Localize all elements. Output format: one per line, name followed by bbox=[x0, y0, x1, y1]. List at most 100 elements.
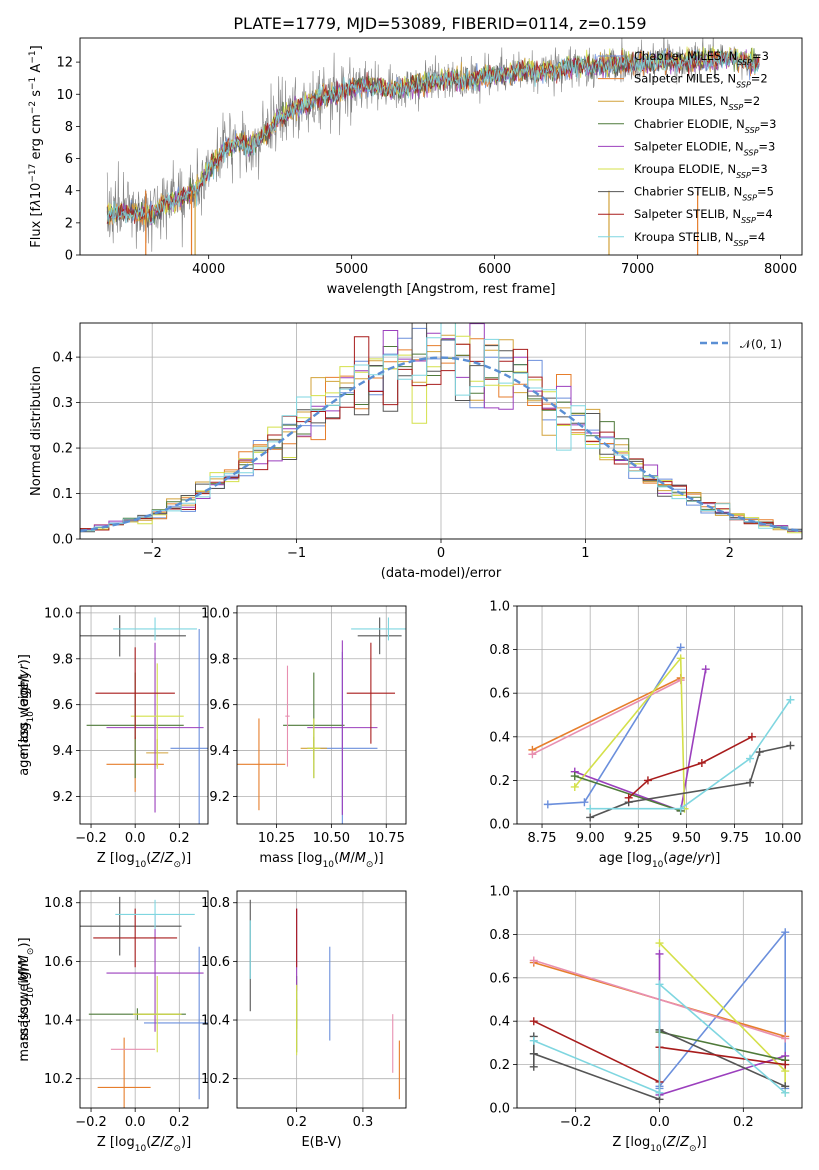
mass-weight-line bbox=[532, 679, 682, 755]
legend-label: Kroupa STELIB, NSSP=4 bbox=[634, 230, 765, 248]
x-tick-label: 0.0 bbox=[125, 1115, 146, 1130]
figure-title: PLATE=1779, MJD=53089, FIBERID=0114, z=0… bbox=[233, 14, 646, 33]
mass-weight-marker bbox=[529, 1062, 538, 1071]
y-axis-label: mass weight bbox=[17, 958, 32, 1040]
x-tick-label: 10.50 bbox=[313, 831, 350, 846]
mass-weight-line bbox=[659, 1031, 786, 1062]
mass-weight-marker bbox=[529, 956, 538, 965]
y-tick-label: 8 bbox=[65, 120, 73, 135]
y-tick-label: 0.0 bbox=[52, 533, 73, 548]
panel-2: −2 −1 0 1 2 0.0 0.1 0.2 0.3 0.4 (data-model)/error… bbox=[29, 322, 803, 581]
mass-weight-marker bbox=[624, 793, 633, 802]
y-tick-label: 0.1 bbox=[52, 487, 73, 502]
y-tick-label: 0.6 bbox=[489, 687, 510, 702]
panel-8: −0.2 0.0 0.2 0.0 0.2 0.4 0.6 0.8 1.0 Z [log10(Z/Z… bbox=[17, 885, 803, 1154]
x-tick-label: 0.2 bbox=[169, 831, 190, 846]
legend-label: 𝒩(0, 1) bbox=[740, 337, 782, 351]
x-tick-label: 10.00 bbox=[764, 831, 801, 846]
y-tick-label: 10.4 bbox=[201, 1014, 230, 1029]
mass-weight-marker bbox=[529, 1049, 538, 1058]
mass-weight-marker bbox=[529, 1017, 538, 1026]
y-tick-label: 10.8 bbox=[44, 896, 73, 911]
plot-area bbox=[237, 606, 406, 824]
mass-weight-marker bbox=[655, 980, 664, 989]
y-tick-label: 1.0 bbox=[489, 600, 510, 615]
mass-weight-line bbox=[574, 656, 686, 809]
y-tick-label: 0.8 bbox=[489, 928, 510, 943]
mass-weight-marker bbox=[676, 804, 685, 813]
y-tick-label: 0.3 bbox=[52, 396, 73, 411]
residual-histogram bbox=[80, 323, 802, 539]
plot-layer: 4000 5000 6000 7000 8000024681012wavelength … bbox=[17, 37, 803, 1154]
mass-weight-marker bbox=[676, 654, 685, 663]
mass-weight-marker bbox=[697, 758, 706, 767]
y-tick-label: 0.6 bbox=[489, 971, 510, 986]
y-tick-label: 10.0 bbox=[44, 606, 73, 621]
legend-label: Kroupa MILES, NSSP=2 bbox=[634, 94, 760, 112]
mass-weight-marker bbox=[676, 643, 685, 652]
x-tick-label: 10.75 bbox=[368, 831, 405, 846]
axes-frame bbox=[236, 890, 407, 1109]
x-tick-label: 0.2 bbox=[733, 1115, 754, 1130]
y-tick-label: 12 bbox=[56, 56, 73, 71]
axes-frame bbox=[79, 890, 209, 1109]
x-tick-label: −0.2 bbox=[75, 831, 107, 846]
x-axis-label: E(B-V) bbox=[301, 1135, 341, 1150]
mass-weight-marker bbox=[701, 665, 710, 674]
mass-weight-marker bbox=[528, 750, 537, 759]
y-tick-label: 6 bbox=[65, 152, 73, 167]
x-tick-label: 7000 bbox=[621, 262, 654, 277]
y-tick-label: 0.4 bbox=[489, 730, 510, 745]
mass-weight-line bbox=[532, 677, 682, 751]
mass-weight-marker bbox=[543, 800, 552, 809]
y-tick-label: 9.4 bbox=[209, 744, 230, 759]
legend-label: Chabrier MILES, NSSP=3 bbox=[634, 49, 769, 67]
axes-frame bbox=[236, 605, 407, 825]
y-axis-label: mass [log10(M/M⊙)] bbox=[17, 937, 36, 1061]
y-tick-label: 0.8 bbox=[489, 643, 510, 658]
x-tick-label: 10.25 bbox=[258, 831, 295, 846]
mass-weight-marker bbox=[586, 813, 595, 822]
y-tick-label: 4 bbox=[65, 184, 73, 199]
x-axis-label: age [log10(age/yr)] bbox=[599, 851, 721, 870]
y-tick-label: 9.8 bbox=[52, 652, 73, 667]
y-tick-label: 10.4 bbox=[44, 1014, 73, 1029]
y-tick-label: 0.2 bbox=[489, 774, 510, 789]
x-tick-label: 1 bbox=[581, 546, 589, 561]
mass-weight-line bbox=[533, 982, 786, 1094]
x-axis-label: Z [log10(Z/Z⊙)] bbox=[97, 851, 191, 870]
mass-weight-marker bbox=[781, 928, 790, 937]
x-tick-label: 0.2 bbox=[169, 1115, 190, 1130]
panel-7: 0.2 0.3 10.2 10.4 10.6 10.8 E(B-V) bbox=[201, 890, 407, 1150]
mass-weight-marker bbox=[655, 949, 664, 958]
plot-area bbox=[80, 606, 208, 824]
legend-label: Salpeter ELODIE, NSSP=3 bbox=[634, 139, 775, 157]
axes-frame bbox=[516, 605, 803, 825]
x-tick-label: 9.75 bbox=[720, 831, 749, 846]
y-tick-label: 10.0 bbox=[201, 606, 230, 621]
x-tick-label: 5000 bbox=[335, 262, 368, 277]
y-tick-label: 2 bbox=[65, 216, 73, 231]
panel-4: 10.25 10.50 10.75 9.2 9.4 9.6 9.8 10.0 mass [log… bbox=[201, 605, 407, 870]
y-tick-label: 1.0 bbox=[489, 885, 510, 900]
x-axis-label: mass [log10(M/M⊙)] bbox=[259, 851, 383, 870]
mass-weight-line bbox=[658, 953, 786, 1097]
y-tick-label: 9.2 bbox=[52, 790, 73, 805]
x-tick-label: −2 bbox=[143, 546, 162, 561]
x-axis-label: (data-model)/error bbox=[381, 566, 502, 581]
normal-curve bbox=[80, 356, 802, 533]
x-axis-label: Z [log10(Z/Z⊙)] bbox=[612, 1135, 706, 1154]
mass-weight-marker bbox=[570, 782, 579, 791]
y-tick-label: 10.2 bbox=[201, 1072, 230, 1087]
y-tick-label: 0.4 bbox=[489, 1015, 510, 1030]
y-tick-label: 10.6 bbox=[44, 955, 73, 970]
mass-weight-marker bbox=[655, 1088, 664, 1097]
y-axis-label: Normed distribution bbox=[29, 366, 44, 496]
legend-label: Chabrier STELIB, NSSP=5 bbox=[634, 185, 774, 203]
y-tick-label: 10.2 bbox=[44, 1072, 73, 1087]
mass-weight-marker bbox=[655, 939, 664, 948]
y-tick-label: 9.4 bbox=[52, 744, 73, 759]
mass-weight-marker bbox=[786, 741, 795, 750]
plot-area bbox=[80, 323, 802, 539]
x-tick-label: 9.00 bbox=[576, 831, 605, 846]
